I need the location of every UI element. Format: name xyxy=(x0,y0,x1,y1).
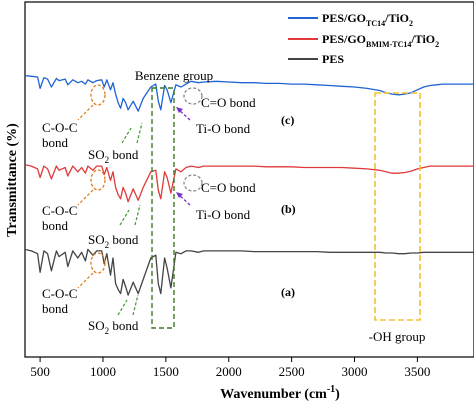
coc-label-bot-2: bond xyxy=(42,301,69,316)
y-axis-label: Transmittance (%) xyxy=(5,123,20,237)
series-label-c: (c) xyxy=(281,113,294,127)
so2-arrow-top-a xyxy=(121,127,132,144)
so2-arrow-mid-a xyxy=(119,209,130,226)
benzene-box xyxy=(151,87,175,329)
legend-label-c: PES/GOTC14/TiO2 xyxy=(322,11,413,28)
x-tick-label: 3000 xyxy=(342,364,368,379)
coc-marker-top xyxy=(90,84,106,106)
tio-label-top: Ti-O bond xyxy=(196,121,251,136)
so2-arrow-top-b xyxy=(136,122,143,144)
coc-label-bot-1: C-O-C xyxy=(42,286,77,301)
tio-arrowhead-top xyxy=(176,107,183,113)
x-tick-label: 500 xyxy=(30,364,50,379)
coc-label-top-1: C-O-C xyxy=(42,120,77,135)
plot-frame xyxy=(24,1,474,358)
co-label-mid: C=O bond xyxy=(201,180,256,195)
legend-label-a: PES xyxy=(322,52,344,66)
x-axis-label: Wavenumber (cm-1) xyxy=(220,384,340,402)
tio-label-mid: Ti-O bond xyxy=(196,207,251,222)
so2-label-bot: SO2 bond xyxy=(88,318,139,336)
x-tick-label: 2500 xyxy=(279,364,305,379)
coc-arrow-mid xyxy=(77,189,94,206)
so2-arrow-bot-b xyxy=(132,294,139,316)
tio-arrow-top xyxy=(177,108,191,121)
x-tick-label: 1500 xyxy=(153,364,179,379)
series-label-a: (a) xyxy=(281,285,295,299)
co-marker-mid xyxy=(183,174,203,192)
x-tick-label: 2000 xyxy=(216,364,242,379)
x-tick-label: 3500 xyxy=(404,364,430,379)
benzene-label: Benzene group xyxy=(135,68,213,83)
co-label-top: C=O bond xyxy=(201,95,256,110)
x-ticks: 500 1000 1500 2000 2500 3000 3500 xyxy=(30,357,430,379)
tio-arrow-mid xyxy=(177,193,191,206)
legend: PES/GOTC14/TiO2 PES/GOBMIM-TC14/TiO2 PES xyxy=(288,11,439,66)
series-label-b: (b) xyxy=(281,202,296,216)
so2-arrow-mid-b xyxy=(134,204,141,226)
legend-label-b: PES/GOBMIM-TC14/TiO2 xyxy=(322,32,439,49)
coc-arrow-top xyxy=(77,104,94,121)
x-tick-label: 1000 xyxy=(90,364,116,379)
coc-marker-mid xyxy=(90,169,106,191)
so2-label-top: SO2 bond xyxy=(88,147,139,165)
series-line-a xyxy=(24,248,474,296)
co-marker-top xyxy=(183,87,203,105)
coc-marker-bot xyxy=(90,252,106,274)
coc-label-mid-1: C-O-C xyxy=(42,203,77,218)
oh-group-label: -OH group xyxy=(369,329,426,344)
oh-group-box xyxy=(374,92,421,321)
tio-arrowhead-mid xyxy=(176,192,183,198)
so2-label-mid: SO2 bond xyxy=(88,232,139,250)
coc-label-mid-2: bond xyxy=(42,218,69,233)
series-line-b xyxy=(24,163,474,203)
so2-arrow-bot-a xyxy=(117,299,128,316)
coc-arrow-bot xyxy=(77,272,94,289)
coc-label-top-2: bond xyxy=(42,135,69,150)
